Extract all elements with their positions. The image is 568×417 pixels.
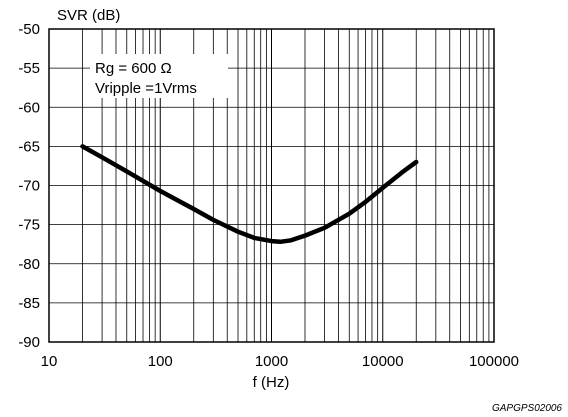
plot-frame xyxy=(48,28,495,343)
x-tick-labels: 10 100 1000 10000 100000 xyxy=(41,353,519,370)
x-tick-label: 100 xyxy=(148,353,173,370)
annotation-line-rg: Rg = 600 Ω xyxy=(95,60,172,77)
x-axis-title: f (Hz) xyxy=(253,374,290,391)
y-tick-label: -85 xyxy=(18,295,40,312)
y-axis-title: SVR (dB) xyxy=(57,7,120,24)
x-tick-label: 10 xyxy=(41,353,58,370)
y-tick-label: -55 xyxy=(18,60,40,77)
y-tick-labels: -50 -55 -60 -65 -70 -75 -80 -85 -90 xyxy=(18,21,40,351)
y-tick-label: -80 xyxy=(18,256,40,273)
annotation-background xyxy=(90,54,228,98)
y-tick-label: -70 xyxy=(18,178,40,195)
x-tick-label: 1000 xyxy=(255,353,288,370)
annotation-box: Rg = 600 Ω Vripple =1Vrms xyxy=(90,54,228,98)
x-tick-label: 10000 xyxy=(362,353,404,370)
y-tick-label: -65 xyxy=(18,138,40,155)
figure-code: GAPGPS02006 xyxy=(492,403,562,414)
x-tick-label: 100000 xyxy=(469,353,519,370)
svr-series-line xyxy=(80,144,419,245)
y-tick-label: -90 xyxy=(18,334,40,351)
y-tick-label: -75 xyxy=(18,217,40,234)
annotation-line-vripple: Vripple =1Vrms xyxy=(95,80,197,97)
y-tick-label: -60 xyxy=(18,99,40,116)
y-tick-label: -50 xyxy=(18,21,40,38)
